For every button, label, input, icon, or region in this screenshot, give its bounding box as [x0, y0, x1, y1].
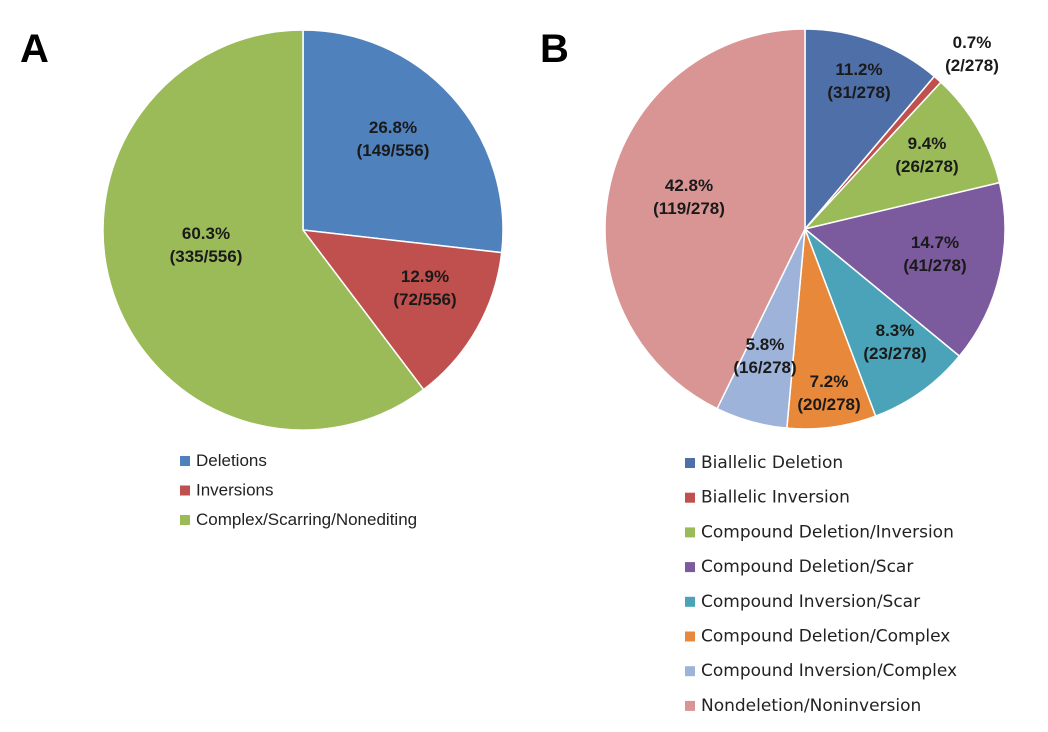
slice-label-compound-inversion-complex: 5.8% (16/278) — [733, 335, 796, 377]
legend-swatch-compound-deletion-scar — [685, 562, 695, 573]
legend-swatch-inversions — [180, 485, 190, 496]
legend-label-deletions: Deletions — [196, 451, 267, 470]
legend-label-compound-deletion-complex: Compound Deletion/Complex — [701, 627, 950, 647]
pie-slice-deletions — [302, 29, 504, 254]
legend-label-complex-scarring-nonediting: Complex/Scarring/Nonediting — [196, 510, 417, 529]
pie-slice-compound-deletion-scar — [803, 181, 1006, 358]
slice-label-pct: 7.2% — [810, 372, 849, 391]
slice-label-pct: 0.7% — [953, 33, 992, 52]
slice-label-compound-deletion-scar: 14.7% (41/278) — [903, 233, 966, 275]
slice-label-frac: (31/278) — [827, 83, 890, 102]
slice-label-biallelic-inversion: 0.7% (2/278) — [945, 33, 999, 75]
slice-label-pct: 8.3% — [876, 321, 915, 340]
legend-label-biallelic-deletion: Biallelic Deletion — [701, 453, 843, 473]
legend-swatch-deletions — [180, 456, 190, 466]
slice-label-frac: (149/556) — [357, 141, 430, 160]
pie-slice-compound-inversion-scar — [803, 226, 961, 418]
slice-label-compound-deletion-complex: 7.2% (20/278) — [797, 372, 860, 414]
slice-label-pct: 12.9% — [401, 267, 449, 286]
slice-label-frac: (26/278) — [895, 157, 958, 176]
slice-label-pct: 9.4% — [908, 134, 947, 153]
panel-a-letter: A — [20, 27, 49, 71]
legend-label-biallelic-inversion: Biallelic Inversion — [701, 488, 850, 508]
pie-chart-b: 11.2% (31/278) 0.7% (2/278) 9.4% (26/278) 14.7… — [604, 28, 1006, 430]
legend-swatch-compound-deletion-complex — [685, 631, 695, 642]
pie-slice-biallelic-deletion — [804, 28, 936, 232]
slice-label-frac: (23/278) — [863, 344, 926, 363]
slice-label-frac: (72/556) — [393, 290, 456, 309]
legend-swatch-biallelic-inversion — [685, 492, 695, 503]
legend-swatch-compound-inversion-scar — [685, 596, 695, 607]
slice-label-complex-scarring-nonediting: 60.3% (335/556) — [170, 224, 243, 266]
slice-label-frac: (335/556) — [170, 247, 243, 266]
slice-label-deletions: 26.8% (149/556) — [357, 118, 430, 160]
legend-swatch-compound-deletion-inversion — [685, 527, 695, 538]
slice-label-pct: 42.8% — [665, 176, 713, 195]
slice-label-nondeletion-noninversion: 42.8% (119/278) — [653, 176, 725, 218]
slice-label-pct: 11.2% — [835, 60, 882, 79]
slice-label-pct: 26.8% — [369, 118, 417, 137]
pie-slice-inversions — [301, 229, 503, 391]
legend-swatch-nondeletion-noninversion — [685, 700, 695, 711]
slice-label-biallelic-deletion: 11.2% (31/278) — [827, 60, 890, 102]
slice-label-frac: (119/278) — [653, 199, 725, 218]
legend-label-compound-inversion-complex: Compound Inversion/Complex — [701, 661, 957, 681]
legend-label-nondeletion-noninversion: Nondeletion/Noninversion — [701, 696, 921, 716]
pie-slice-complex-scarring-nonediting — [102, 29, 425, 431]
legend-swatch-biallelic-deletion — [685, 458, 695, 468]
slice-label-pct: 5.8% — [746, 335, 785, 354]
slice-label-frac: (16/278) — [733, 358, 796, 377]
slice-label-inversions: 12.9% (72/556) — [393, 267, 456, 309]
slice-label-frac: (2/278) — [945, 56, 999, 75]
slice-label-pct: 60.3% — [182, 224, 230, 243]
pie-slice-nondeletion-noninversion — [604, 28, 806, 410]
legend-swatch-complex-scarring-nonediting — [180, 515, 190, 525]
legend-label-compound-inversion-scar: Compound Inversion/Scar — [701, 592, 920, 612]
panel-b-letter: B — [540, 27, 569, 71]
legend-a: Deletions Inversions Complex/Scarring/None… — [180, 451, 417, 529]
slice-label-compound-deletion-inversion: 9.4% (26/278) — [895, 134, 958, 176]
legend-swatch-compound-inversion-complex — [685, 666, 695, 677]
slice-label-pct: 14.7% — [911, 233, 959, 252]
legend-label-inversions: Inversions — [196, 481, 273, 500]
legend-b: Biallelic Deletion Biallelic Inversion Com… — [685, 453, 957, 716]
legend-label-compound-deletion-scar: Compound Deletion/Scar — [701, 557, 913, 577]
legend-label-compound-deletion-inversion: Compound Deletion/Inversion — [701, 522, 954, 542]
slice-label-frac: (20/278) — [797, 395, 860, 414]
slice-label-compound-inversion-scar: 8.3% (23/278) — [863, 321, 926, 363]
pie-slice-compound-deletion-inversion — [802, 81, 1001, 231]
pie-chart-a: 26.8% (149/556) 12.9% (72/556) 60.3% (335/556… — [102, 29, 504, 431]
slice-label-frac: (41/278) — [903, 256, 966, 275]
